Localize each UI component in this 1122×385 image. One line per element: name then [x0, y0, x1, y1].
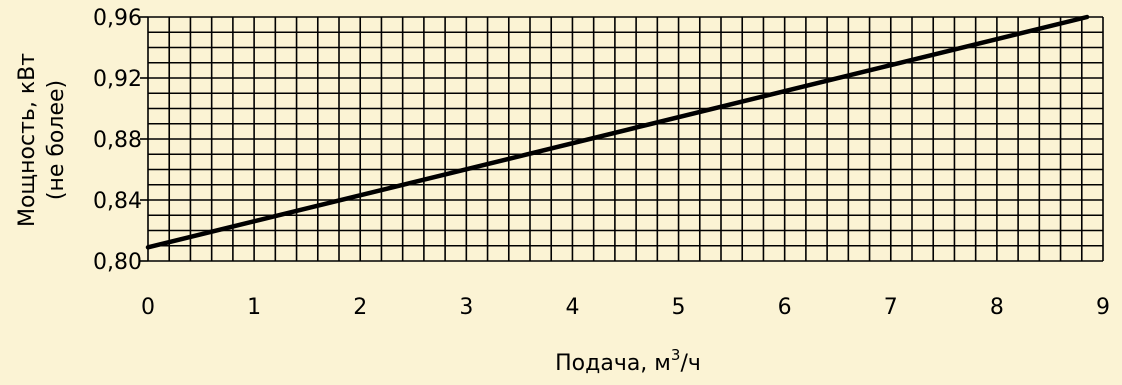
x-tick-label: 9 [1096, 295, 1110, 320]
x-tick-label: 0 [141, 295, 155, 320]
y-axis-title-line1: Мощность, кВт [15, 53, 40, 227]
y-tick-label: 0,96 [93, 6, 142, 31]
x-tick-label: 8 [990, 295, 1004, 320]
x-tick-label: 5 [672, 295, 686, 320]
y-tick-label: 0,80 [93, 250, 142, 275]
x-tick-label: 4 [565, 295, 579, 320]
y-tick-labels: 0,80 0,84 0,88 0,92 0,96 [93, 6, 142, 275]
x-tick-label: 2 [353, 295, 367, 320]
series-layer [145, 14, 1090, 250]
x-tick-label: 6 [778, 295, 792, 320]
x-tick-label: 3 [459, 295, 473, 320]
y-axis-title-line2: (не более) [44, 80, 69, 200]
grid [140, 16, 1104, 262]
x-tick-label: 1 [247, 295, 261, 320]
y-tick-label: 0,84 [93, 189, 142, 214]
y-tick-label: 0,92 [93, 67, 142, 92]
x-axis-title: Подача, м3/ч [555, 346, 701, 376]
x-tick-label: 7 [884, 295, 898, 320]
power-series-line [145, 14, 1090, 250]
y-tick-label: 0,88 [93, 128, 142, 153]
x-tick-labels: 0 1 2 3 4 5 6 7 8 9 [141, 295, 1110, 320]
